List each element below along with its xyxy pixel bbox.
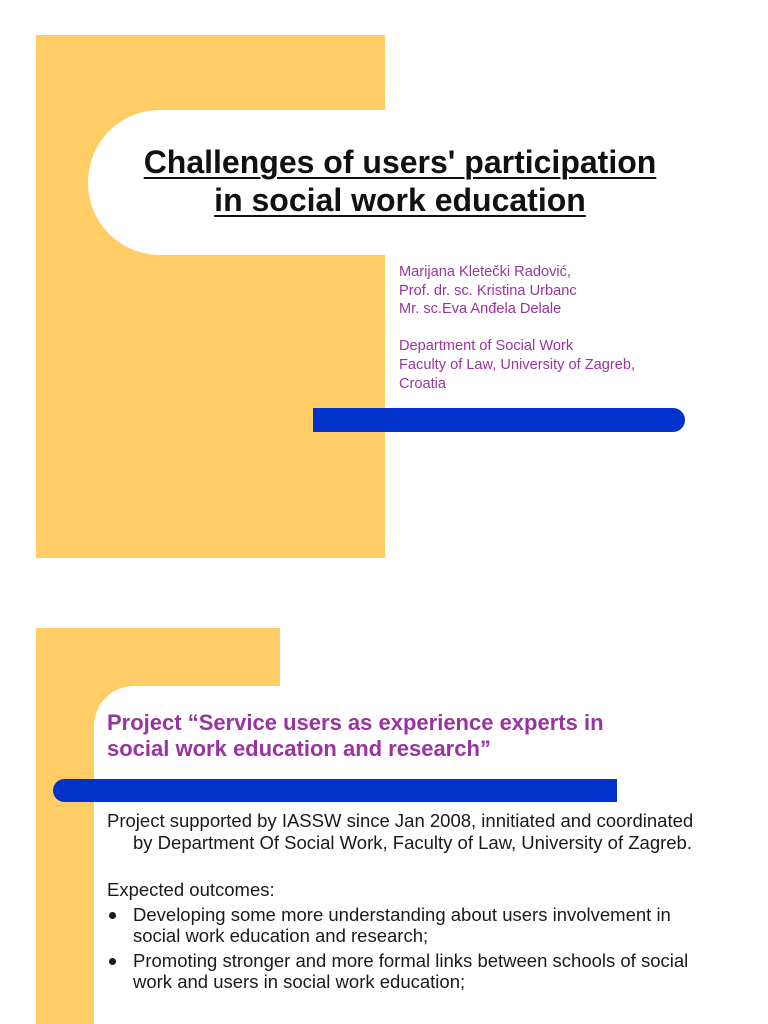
bullet-icon (109, 957, 116, 965)
slide-heading: Project “Service users as experience exp… (107, 710, 604, 761)
list-item-text: Developing some more understanding about… (133, 903, 671, 947)
slide-title: Challenges of users' participation in so… (100, 143, 700, 219)
list-item: Developing some more understanding about… (107, 904, 707, 947)
content-panel (94, 686, 768, 1024)
project-paragraph: Project supported by IASSW since Jan 200… (107, 810, 694, 853)
outcomes-list: Developing some more understanding about… (107, 904, 707, 993)
bullet-icon (109, 911, 116, 919)
blue-accent-bar (53, 779, 617, 802)
spacer (399, 319, 729, 338)
slide-2: Project “Service users as experience exp… (0, 600, 768, 1024)
blue-accent-bar (313, 408, 685, 432)
affiliation-line: Croatia (399, 375, 447, 392)
slide-title-line-2: in social work education (214, 182, 586, 218)
author-line: Marijana Kletečki Radović, (399, 264, 571, 280)
author-line: Prof. dr. sc. Kristina Urbanc (399, 282, 577, 299)
author-block: Marijana Kletečki Radović, Prof. dr. sc.… (399, 263, 729, 393)
affiliation-line: Department of Social Work (399, 338, 574, 355)
slide-title-line-1: Challenges of users' participation (143, 144, 657, 180)
slide-1: Challenges of users' participation in so… (36, 35, 729, 558)
list-item: Promoting stronger and more formal links… (107, 950, 707, 993)
affiliation-line: Faculty of Law, University of Zagreb, (399, 356, 636, 373)
title-tab (88, 110, 720, 255)
list-item-text: Promoting stronger and more formal links… (133, 949, 689, 993)
expected-outcomes-label: Expected outcomes: (107, 879, 275, 900)
author-line: Mr. sc.Eva Anđela Delale (399, 301, 562, 318)
slide-body: Project supported by IASSW since Jan 200… (107, 810, 707, 996)
